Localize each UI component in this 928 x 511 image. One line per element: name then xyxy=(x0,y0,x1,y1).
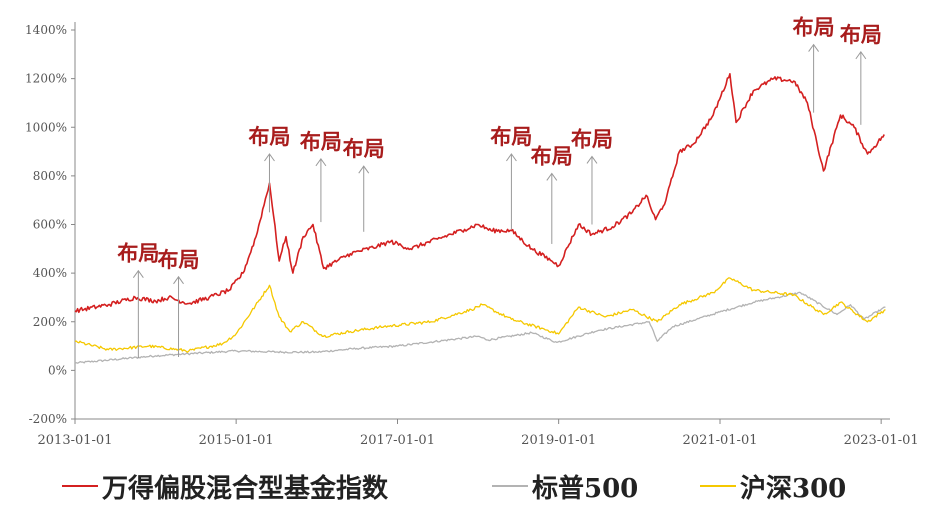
axes: -200% 0% 200% 400% 600% 800% 1000% 1200% 1400% 20… xyxy=(25,22,919,448)
annotation-arrowhead xyxy=(586,155,598,164)
annotation-arrowhead xyxy=(264,153,275,162)
annotation-label: 布局 xyxy=(793,15,835,40)
x-tick-label: 2013-01-01 xyxy=(38,433,113,448)
annotation-arrowhead xyxy=(855,51,867,60)
y-tick-label: 0% xyxy=(48,363,67,377)
legend-label-csi300: 沪深300 xyxy=(740,473,847,504)
x-tick-label: 2023-01-01 xyxy=(844,433,919,448)
annotation-arrowhead xyxy=(546,172,558,181)
annotation-arrowhead xyxy=(173,275,184,285)
annotation-label: 布局 xyxy=(571,126,613,151)
legend-item-sp500: 标普500 xyxy=(492,466,638,506)
y-tick-label: 400% xyxy=(33,266,67,280)
y-tick-label: 200% xyxy=(33,315,67,329)
x-tick-label: 2015-01-01 xyxy=(199,433,274,448)
annotation-arrowhead xyxy=(132,269,144,278)
annotation-arrowhead xyxy=(808,43,820,52)
annotation-label: 布局 xyxy=(343,136,385,161)
legend-item-fund-index: 万得偏股混合型基金指数 xyxy=(62,466,388,506)
series-layer xyxy=(74,73,886,364)
legend-swatch-csi300 xyxy=(700,485,736,487)
legend-item-csi300: 沪深300 xyxy=(700,466,846,506)
y-tick-label: 1400% xyxy=(25,23,67,37)
legend: 万得偏股混合型基金指数 标普500 沪深300 xyxy=(0,466,928,506)
annotation-arrowhead xyxy=(358,165,370,174)
y-tick-label: 600% xyxy=(33,218,67,232)
legend-swatch-sp500 xyxy=(492,485,528,487)
x-tick-label: 2019-01-01 xyxy=(521,433,596,448)
x-tick-label: 2021-01-01 xyxy=(683,433,758,448)
y-tick-label: 800% xyxy=(33,169,67,183)
legend-swatch-fund-index xyxy=(62,485,98,487)
series-fund-index-line xyxy=(74,73,885,314)
series-sp500-line xyxy=(74,291,886,364)
legend-label-fund-index: 万得偏股混合型基金指数 xyxy=(102,473,389,504)
annotation-label: 布局 xyxy=(840,22,882,47)
annotation-arrowhead xyxy=(315,157,327,167)
y-tick-label: -200% xyxy=(29,412,67,426)
series-csi300-line xyxy=(74,277,886,353)
annotation-label: 布局 xyxy=(117,241,159,266)
annotation-arrowhead xyxy=(506,153,517,162)
annotation-label: 布局 xyxy=(158,247,200,272)
annotation-label: 布局 xyxy=(300,129,342,154)
legend-label-sp500: 标普500 xyxy=(532,473,639,504)
annotation-label: 布局 xyxy=(248,124,290,149)
y-tick-label: 1200% xyxy=(25,72,67,86)
x-tick-label: 2017-01-01 xyxy=(360,433,435,448)
annotation-label: 布局 xyxy=(531,143,573,168)
annotation-label: 布局 xyxy=(490,124,532,149)
y-tick-label: 1000% xyxy=(25,120,67,134)
line-chart: -200% 0% 200% 400% 600% 800% 1000% 1200% 1400% 20… xyxy=(25,15,919,448)
